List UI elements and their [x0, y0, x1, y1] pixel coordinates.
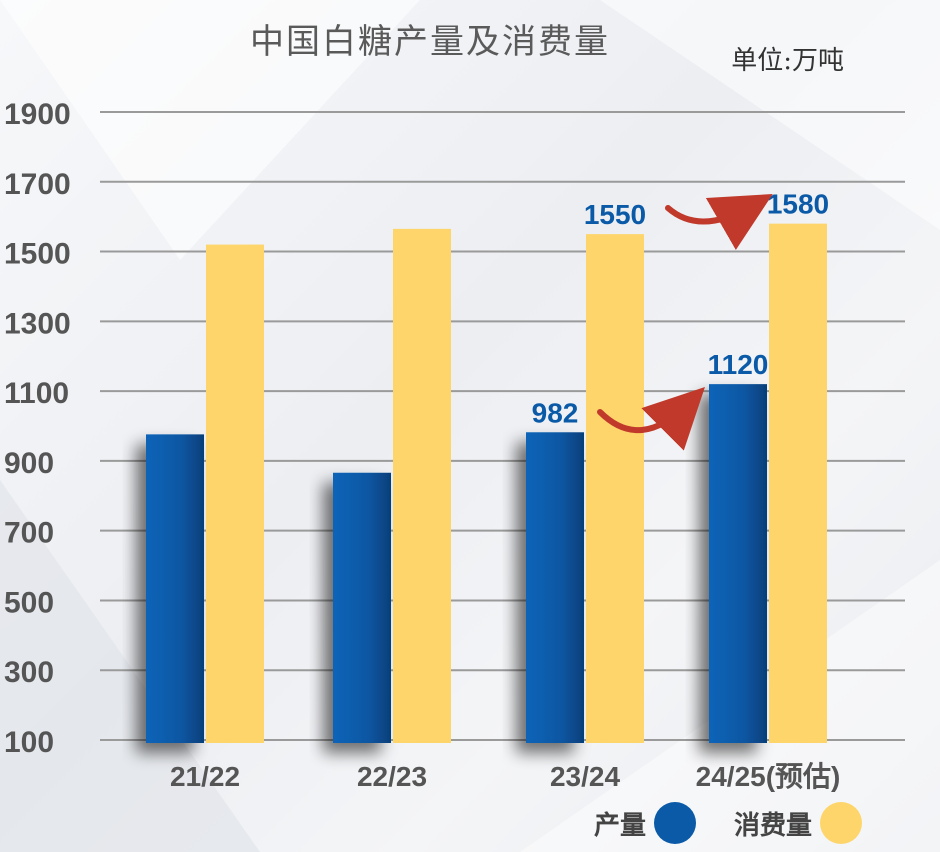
- bar-production: [333, 472, 391, 743]
- y-tick-label: 1500: [4, 238, 71, 271]
- bar-consumption: [393, 228, 451, 743]
- bar-production: [526, 432, 584, 743]
- legend-label-consumption: 消费量: [733, 810, 812, 841]
- bar-consumption: [769, 223, 827, 744]
- trend-arrows: [597, 194, 773, 451]
- y-tick-label: 300: [4, 656, 54, 689]
- data-label: 1580: [767, 189, 829, 220]
- consumption-trend-arrow: [665, 194, 773, 250]
- legend: 产量 消费量: [556, 802, 862, 844]
- bar-consumption: [206, 244, 264, 744]
- bar-production: [146, 434, 204, 743]
- legend-item-production: 产量: [594, 802, 696, 844]
- y-tick-label: 700: [4, 517, 54, 550]
- data-labels: 982 1120 1550 1580: [532, 189, 830, 429]
- legend-swatch-production: [653, 802, 696, 844]
- legend-item-consumption: 消费量: [734, 802, 862, 844]
- data-label: 1550: [584, 199, 646, 230]
- legend-swatch-consumption: [820, 802, 862, 844]
- chart-title: 中国白糖产量及消费量: [250, 22, 610, 62]
- y-tick-label: 1900: [4, 98, 71, 131]
- y-tick-label: 100: [4, 726, 54, 759]
- bar-production: [709, 384, 767, 743]
- y-tick-label: 1300: [4, 307, 71, 340]
- bar-consumption: [586, 234, 644, 743]
- production-trend-arrow: [597, 387, 705, 451]
- x-tick-label: 22/23: [357, 761, 427, 792]
- legend-label-production: 产量: [593, 810, 646, 841]
- y-tick-label: 900: [4, 447, 54, 480]
- y-tick-label: 1100: [4, 377, 69, 410]
- y-tick-label: 1700: [4, 168, 71, 201]
- y-tick-label: 500: [4, 586, 54, 619]
- y-axis-ticks: 100 300 500 700 900 1100 1300 1500 1700 1900: [4, 98, 71, 759]
- x-tick-label: 23/24: [550, 761, 620, 792]
- data-label: 982: [532, 397, 579, 428]
- x-axis-ticks: 21/22 22/23 23/24 24/25(预估): [170, 761, 840, 792]
- x-tick-label: 24/25(预估): [696, 761, 841, 792]
- data-label: 1120: [708, 349, 769, 380]
- x-tick-label: 21/22: [170, 761, 240, 792]
- unit-label: 单位:万吨: [731, 46, 844, 76]
- bars: [146, 223, 827, 744]
